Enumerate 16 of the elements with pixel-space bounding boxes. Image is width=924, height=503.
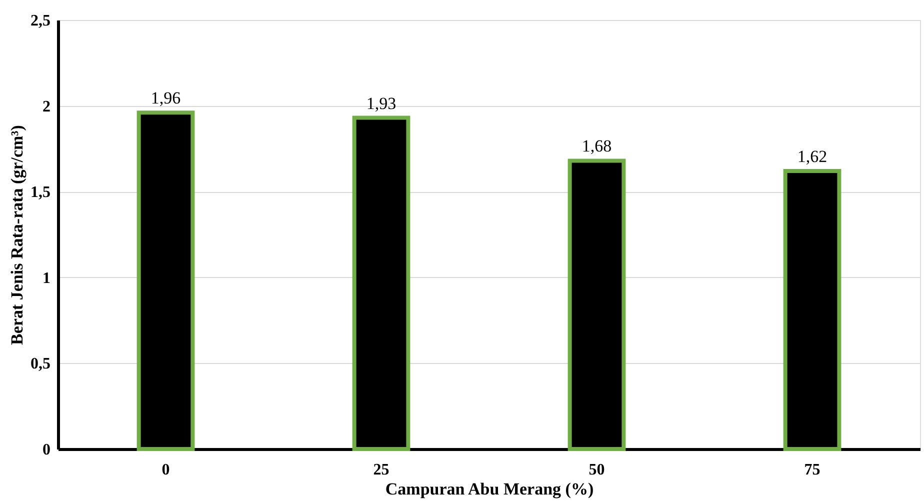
y-axis-title: Berat Jenis Rata-rata (gr/cm³) bbox=[8, 125, 26, 345]
y-tick-label: 1,5 bbox=[30, 184, 50, 202]
y-tick-label: 2,5 bbox=[30, 12, 50, 30]
x-axis-title: Campuran Abu Merang (%) bbox=[385, 480, 594, 498]
data-label: 1,96 bbox=[150, 88, 181, 108]
data-label: 1,68 bbox=[582, 136, 612, 156]
x-tick-label: 25 bbox=[373, 462, 390, 478]
x-tick-label: 50 bbox=[588, 462, 605, 478]
y-tick-label: 0 bbox=[42, 442, 50, 458]
y-tick-label: 2 bbox=[42, 98, 50, 116]
data-label: 1,93 bbox=[366, 94, 396, 113]
x-tick-label: 0 bbox=[162, 462, 170, 478]
y-tick-label: 0,5 bbox=[30, 356, 50, 373]
data-label: 1,62 bbox=[797, 147, 828, 166]
y-tick-label: 1 bbox=[42, 270, 50, 287]
x-tick-label: 75 bbox=[804, 462, 820, 478]
